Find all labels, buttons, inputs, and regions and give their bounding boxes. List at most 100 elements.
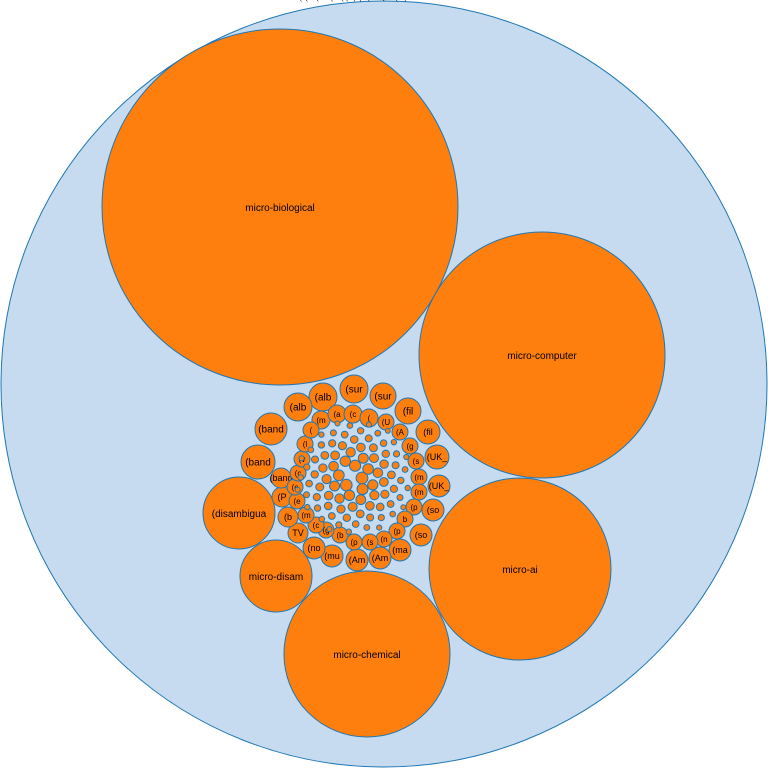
inner-node-6-bubble: [362, 463, 374, 475]
micro-disam-label: micro-disam: [249, 572, 303, 583]
inner-node-84-bubble: [334, 420, 341, 427]
inner-node-43-bubble: [389, 484, 398, 493]
ring-node-38-label: (g: [322, 526, 329, 535]
ring-node-29-label: (m: [414, 473, 424, 482]
ring-node-band-2-bubble: [240, 444, 276, 480]
ring-node-33-bubble: [388, 522, 406, 540]
inner-node-23-bubble: [323, 490, 334, 501]
ring-node-6-bubble: [427, 474, 451, 498]
inner-node-13-bubble: [328, 460, 339, 472]
ring-node-band-2-label: (band: [245, 458, 271, 469]
inner-node-61-label: (: [395, 0, 398, 2]
ring-node-26-label: (A: [396, 428, 405, 437]
inner-node-63-bubble: [329, 429, 337, 437]
ring-node-41-label: (e: [293, 497, 301, 506]
inner-node-34-bubble: [320, 451, 330, 460]
inner-node-45-label: (: [368, 0, 371, 2]
micro-biological-label: micro-biological: [245, 203, 314, 214]
inner-node-46-bubble: [366, 513, 375, 522]
ring-node-28-bubble: [407, 452, 425, 470]
ring-node-31-label: (p: [410, 503, 418, 512]
ring-node-3-bubble: [394, 397, 422, 425]
inner-node-77-bubble: [404, 484, 411, 492]
inner-node-85-bubble: [400, 504, 407, 511]
ring-node-30-label: (m: [414, 488, 424, 497]
ring-node-28-label: (s: [413, 457, 420, 466]
ring-node-35-label: (s: [367, 538, 374, 547]
ring-node-27-bubble: [401, 437, 419, 455]
inner-node-57-bubble: [313, 504, 322, 512]
inner-node-86-bubble: [294, 486, 301, 493]
ring-node-15-label: (b: [284, 512, 292, 522]
ring-node-16-label: (P: [278, 492, 287, 502]
micro-chemical-label: micro-chemical: [333, 650, 400, 661]
inner-node-61-bubble: [392, 450, 401, 458]
inner-node-69-label: (: [404, 0, 407, 2]
inner-node-25-bubble: [365, 501, 375, 511]
ring-node-5-label: (UK_: [427, 452, 448, 462]
inner-node-33-label: (: [359, 0, 362, 2]
ring-node-8-bubble: [409, 523, 433, 547]
ring-node-22-label: (a: [333, 410, 341, 419]
inner-node-41-bubble: [342, 513, 351, 522]
ring-node-11-label: (Am: [349, 555, 366, 565]
large-node-disambigua: (disambigua: [202, 476, 276, 550]
inner-node-32-bubble: [368, 443, 378, 453]
inner-node-33-bubble: [355, 509, 365, 519]
large-node-micro-computer: micro-computer: [418, 231, 666, 479]
ring-node-40-label: (m: [301, 511, 311, 520]
inner-node-60-bubble: [303, 463, 311, 471]
inner-node-75-bubble: [345, 528, 352, 535]
inner-node-15-bubble: [334, 493, 345, 504]
inner-node-35-bubble: [387, 470, 396, 480]
inner-node-8-bubble: [339, 455, 351, 467]
inner-node-42-bubble: [328, 439, 337, 448]
inner-node-50-bubble: [340, 430, 349, 439]
inner-node-5-bubble: [332, 469, 345, 482]
micro-disam-bubble: [239, 539, 313, 613]
ring-node-14-label: TV: [292, 528, 304, 538]
ring-node-13-label: (no: [307, 543, 320, 553]
ring-node-2-label: (sur: [374, 392, 392, 403]
inner-node-36-bubble: [323, 501, 333, 511]
inner-node-38-bubble: [375, 502, 385, 512]
inner-node-64-bubble: [396, 494, 404, 501]
ring-node-32-label: b: [403, 515, 408, 524]
ring-node-20-label: (alb: [290, 403, 307, 414]
inner-node-57-label: (: [316, 0, 319, 2]
inner-node-81-bubble: [298, 455, 305, 462]
ring-node-7-label: (so: [427, 505, 440, 515]
ring-node-32-bubble: [396, 510, 414, 528]
ring-node-46-label: (: [310, 426, 313, 435]
inner-node-21-bubble: [330, 450, 341, 461]
inner-node-51-bubble: [386, 500, 395, 508]
inner-node-16-bubble: [345, 447, 356, 458]
inner-node-73-label: (: [300, 0, 303, 2]
inner-node-20-bubble: [347, 501, 358, 512]
inner-node-55-bubble: [317, 441, 326, 449]
large-node-micro-chemical: micro-chemical: [283, 570, 451, 738]
ring-node-14-bubble: [287, 522, 309, 544]
inner-node-14-bubble: [372, 467, 384, 479]
ring-node-27-label: (g: [406, 442, 413, 451]
inner-node-74-bubble: [390, 439, 398, 446]
inner-node-70-bubble: [318, 515, 326, 523]
micro-ai-bubble: [428, 477, 612, 661]
ring-node-7-bubble: [421, 498, 445, 522]
ring-node-37-label: (b: [336, 531, 344, 540]
inner-node-72-bubble: [389, 510, 397, 518]
ring-node-1-label: (sur: [345, 385, 363, 396]
inner-node-19-bubble: [369, 453, 379, 464]
inner-node-83-bubble: [326, 526, 333, 533]
inner-node-18-bubble: [321, 474, 332, 485]
large-node-micro-ai: micro-ai: [428, 477, 612, 661]
inner-node-82-bubble: [403, 453, 410, 461]
ring-node-1-bubble: [339, 374, 369, 404]
inner-node-37-bubble: [349, 435, 359, 444]
inner-node-7-bubble: [343, 489, 356, 501]
ring-node-23-label: (c: [350, 410, 357, 419]
ring-node-12-label: (mu: [324, 551, 340, 561]
inner-node-78-bubble: [304, 503, 311, 511]
inner-node-49-bubble: [327, 512, 336, 520]
inner-node-29-label: (: [341, 0, 344, 2]
